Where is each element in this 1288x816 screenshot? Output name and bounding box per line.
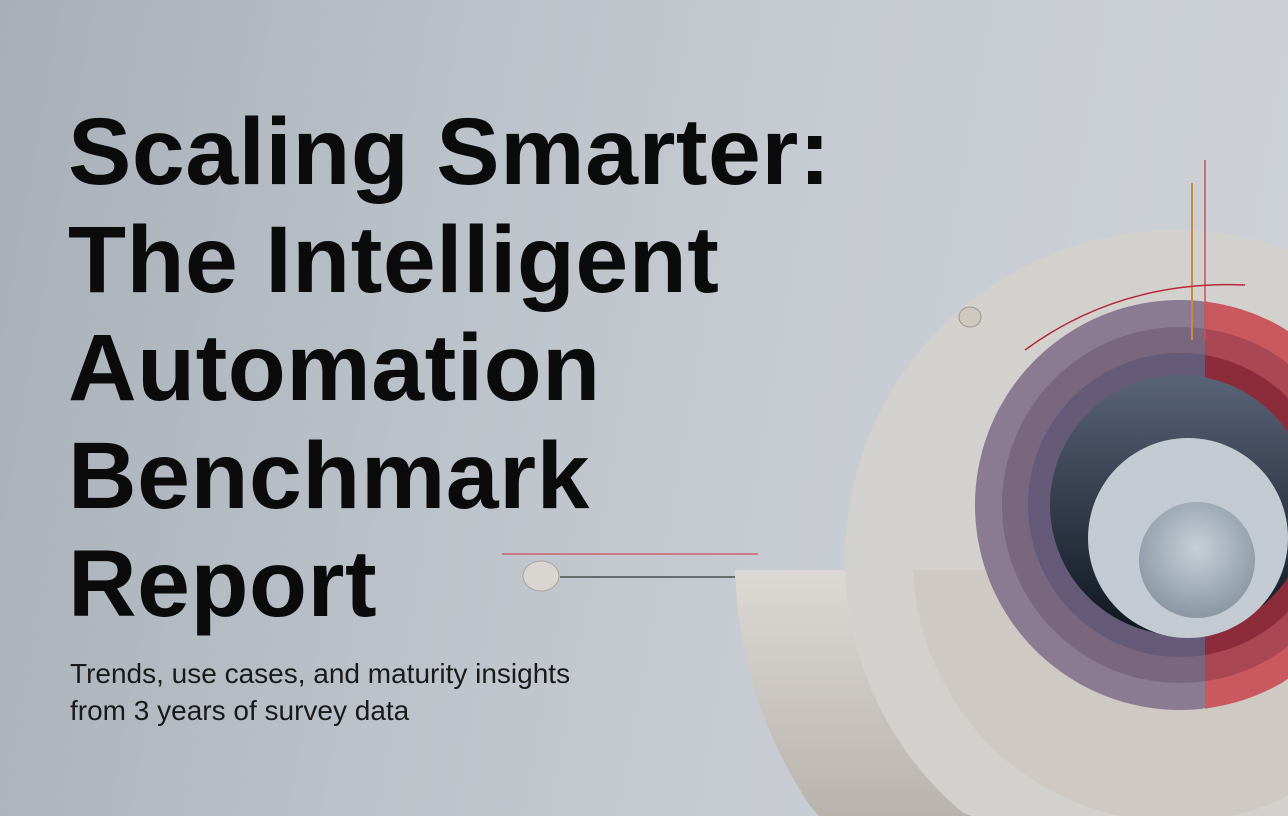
title-line: The Intelligent <box>68 207 720 313</box>
report-subtitle: Trends, use cases, and maturity insights… <box>70 655 570 729</box>
report-title: Scaling Smarter: The Intelligent Automat… <box>68 98 831 638</box>
title-line: Report <box>68 531 378 637</box>
peg-large <box>522 560 560 592</box>
title-line: Scaling Smarter: <box>68 99 831 205</box>
subtitle-line: Trends, use cases, and maturity insights <box>70 658 571 689</box>
title-line: Automation <box>68 315 601 421</box>
red-arc-line <box>1024 283 1246 351</box>
subtitle-line: from 3 years of survey data <box>70 695 410 726</box>
title-line: Benchmark <box>68 423 590 529</box>
center-hole <box>1139 502 1255 618</box>
peg-small <box>958 306 982 328</box>
